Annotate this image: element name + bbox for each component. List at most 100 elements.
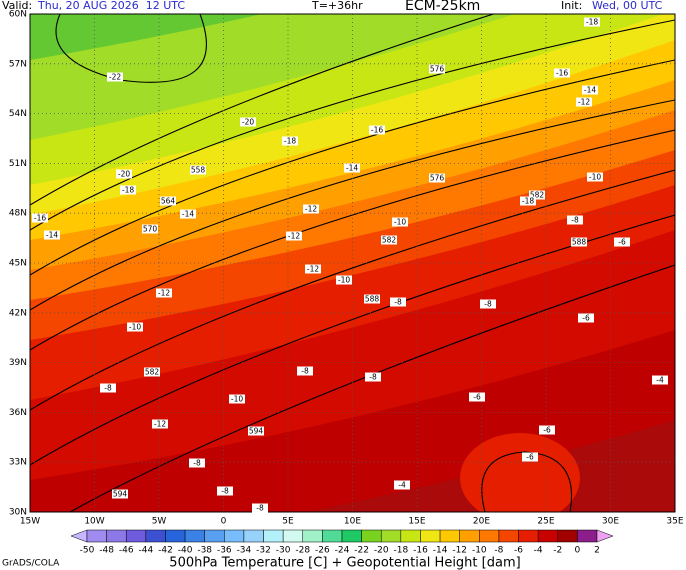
contour-label: 582 bbox=[530, 191, 545, 200]
contour-label: -12 bbox=[154, 420, 166, 429]
contour-label-box bbox=[480, 299, 496, 309]
contour-label-box bbox=[282, 136, 298, 146]
contour-label-box bbox=[160, 196, 176, 206]
height-contour bbox=[30, 19, 675, 231]
colorbar-swatch bbox=[537, 529, 559, 543]
contour-label: -18 bbox=[586, 18, 598, 27]
colorbar-label: -38 bbox=[197, 546, 212, 556]
contour-label: -8 bbox=[256, 504, 264, 513]
height-contour bbox=[30, 14, 496, 206]
contour-label: -14 bbox=[46, 231, 58, 240]
contour-label-box bbox=[152, 419, 168, 429]
contour-label: -14 bbox=[346, 164, 358, 173]
contour-label: -14 bbox=[182, 210, 194, 219]
colorbar-swatch bbox=[243, 529, 264, 543]
height-contour bbox=[30, 169, 675, 411]
lon-label: 10W bbox=[84, 517, 104, 527]
colorbar-label: -8 bbox=[494, 546, 503, 556]
contour-label: -14 bbox=[584, 86, 596, 95]
contour-label: 594 bbox=[249, 427, 264, 436]
init-time: Wed, 00 UTC bbox=[592, 0, 663, 12]
lat-label: 57N bbox=[9, 59, 27, 69]
height-contour bbox=[481, 451, 573, 512]
contour-label: -18 bbox=[122, 186, 134, 195]
contour-label-box bbox=[120, 185, 136, 195]
colorbar-label: -20 bbox=[374, 546, 389, 556]
contour-label-box bbox=[429, 64, 445, 74]
lat-label: 42N bbox=[9, 308, 27, 318]
lon-label: 30E bbox=[602, 517, 619, 527]
colorbar-swatch bbox=[577, 529, 598, 543]
contour-label: -12 bbox=[305, 205, 317, 214]
contour-label-box bbox=[229, 394, 245, 404]
contour-label: 576 bbox=[430, 174, 445, 183]
colorbar-label: -36 bbox=[217, 546, 232, 556]
contour-label-box bbox=[116, 169, 132, 179]
colorbar-swatch bbox=[361, 529, 382, 543]
contour-label: -10 bbox=[338, 276, 350, 285]
contour-label: -10 bbox=[589, 173, 601, 182]
colorbar-label: -26 bbox=[315, 546, 330, 556]
contour-label-box bbox=[112, 489, 128, 499]
colorbar-swatch bbox=[125, 529, 147, 543]
contour-label-box bbox=[390, 297, 406, 307]
colorbar-label: -40 bbox=[178, 546, 193, 556]
shade-band bbox=[460, 433, 580, 512]
height-contour bbox=[30, 99, 675, 311]
colorbar-label: 0 bbox=[575, 546, 581, 556]
colorbar-label: -14 bbox=[433, 546, 448, 556]
colorbar-swatch bbox=[420, 529, 441, 543]
colorbar-swatch bbox=[322, 529, 343, 543]
contour-label: -18 bbox=[284, 137, 296, 146]
lon-label: 35E bbox=[666, 517, 683, 527]
contour-label: -12 bbox=[307, 265, 319, 274]
contour-label-box bbox=[344, 163, 360, 173]
colorbar-end bbox=[70, 529, 88, 543]
contour-label: -8 bbox=[193, 459, 201, 468]
contour-label-box bbox=[297, 366, 313, 376]
colorbar-swatch bbox=[302, 529, 323, 543]
contour-label-box bbox=[100, 383, 116, 393]
contour-label-box bbox=[189, 458, 205, 468]
contour-label-box bbox=[571, 237, 587, 247]
contour-label-box bbox=[587, 172, 603, 182]
contour-label-box bbox=[286, 231, 302, 241]
contour-label-box bbox=[127, 322, 143, 332]
lat-label: 39N bbox=[9, 358, 27, 368]
contour-label: -12 bbox=[578, 98, 590, 107]
contour-label: -12 bbox=[158, 289, 170, 298]
colorbar-swatch bbox=[106, 529, 127, 543]
contour-label: -10 bbox=[129, 323, 141, 332]
contour-label: -6 bbox=[618, 238, 626, 247]
valid-label: Valid: bbox=[2, 0, 32, 12]
colorbar-swatch bbox=[184, 529, 205, 543]
contour-label-box bbox=[217, 486, 233, 496]
contour-label: 570 bbox=[143, 225, 158, 234]
colorbar-swatch bbox=[498, 529, 519, 543]
colorbar-swatch bbox=[86, 529, 107, 543]
contour-label-box bbox=[180, 209, 196, 219]
contour-label-box bbox=[576, 97, 592, 107]
colorbar-swatch bbox=[224, 529, 245, 543]
lon-label: 15W bbox=[20, 517, 40, 527]
lat-label: 51N bbox=[9, 159, 27, 169]
contour-label: 564 bbox=[161, 197, 176, 206]
colorbar-swatch bbox=[439, 529, 460, 543]
map-area bbox=[30, 14, 675, 512]
height-contour bbox=[30, 59, 675, 276]
contour-label: 588 bbox=[365, 295, 380, 304]
contour-label-box bbox=[303, 204, 319, 214]
colorbar-swatch bbox=[341, 529, 362, 543]
contour-label-box bbox=[578, 313, 594, 323]
contour-label-box bbox=[107, 72, 123, 82]
colorbar-label: -2 bbox=[553, 546, 562, 556]
colorbar-label: -42 bbox=[158, 546, 173, 556]
contour-label: -8 bbox=[571, 216, 579, 225]
colorbar-swatch bbox=[263, 529, 284, 543]
contour-label-box bbox=[429, 173, 445, 183]
colorbar-swatch bbox=[380, 529, 402, 543]
contour-label: -12 bbox=[288, 232, 300, 241]
colorbar-label: -48 bbox=[99, 546, 114, 556]
contour-label: -6 bbox=[582, 314, 590, 323]
contour-label-box bbox=[567, 215, 583, 225]
